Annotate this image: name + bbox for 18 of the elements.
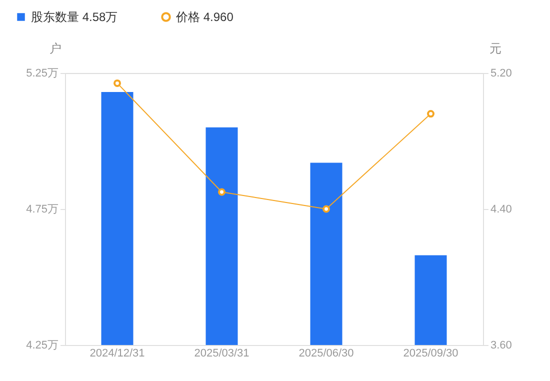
legend-label: 价格 4.960	[175, 10, 234, 24]
y-tick-label: 4.25万	[26, 340, 58, 352]
x-tick-label: 2025/06/30	[298, 348, 354, 360]
point	[218, 188, 226, 196]
y2-tick-label: 4.40	[490, 204, 512, 216]
y-axis-title: 户	[50, 42, 62, 56]
y-tick-label: 5.25万	[26, 68, 58, 80]
point	[114, 79, 121, 87]
x-tick-label: 2025/09/30	[403, 348, 458, 360]
y2-axis-title: 元	[490, 42, 502, 56]
y2-tick-label: 5.20	[490, 68, 512, 80]
x-tick-label: 2024/12/31	[90, 348, 145, 360]
legend-label: 股东数量 4.58万	[31, 10, 118, 24]
y2-tick-label: 3.60	[490, 340, 512, 352]
y-tick-label: 4.75万	[26, 204, 58, 216]
point	[322, 205, 330, 213]
x-tick-label: 2025/03/31	[194, 348, 250, 360]
point	[427, 110, 434, 118]
